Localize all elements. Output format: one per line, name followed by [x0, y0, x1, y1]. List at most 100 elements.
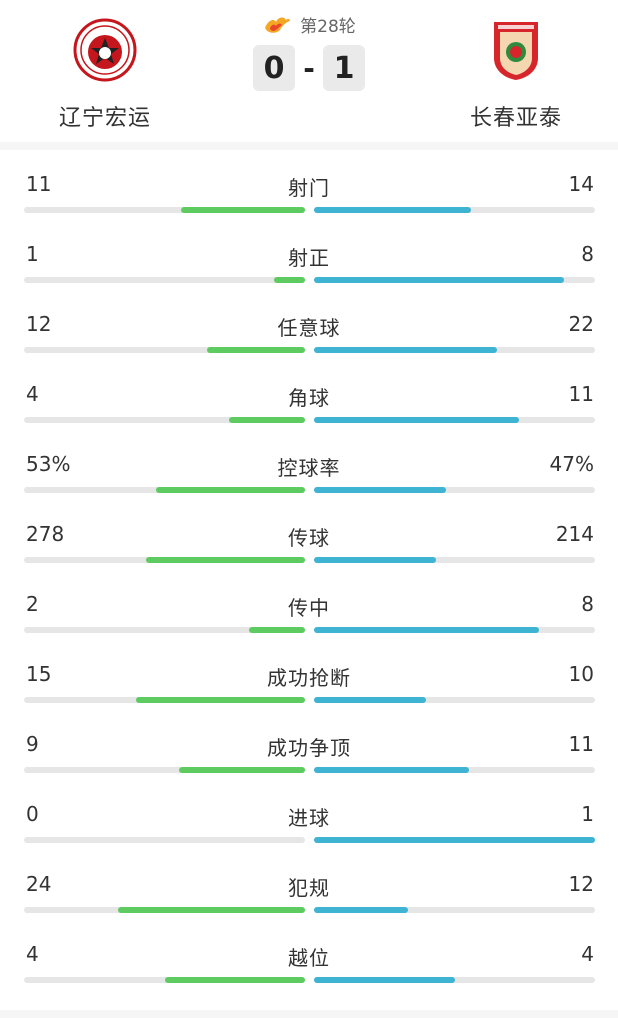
- home-stat-bar: [181, 207, 305, 213]
- home-stat-bar: [164, 977, 305, 983]
- away-stat-value: 11: [568, 382, 594, 406]
- round-label: 第28轮: [300, 17, 356, 37]
- home-stat-bar: [206, 347, 305, 353]
- stat-label: 射门: [288, 176, 330, 200]
- stat-row: 2 传中 8: [0, 570, 618, 640]
- home-stat-track: [24, 907, 305, 913]
- home-stat-track: [24, 767, 305, 773]
- away-stat-bar: [314, 347, 497, 353]
- home-stat-value: 9: [26, 732, 39, 756]
- stat-label: 越位: [288, 946, 330, 970]
- stat-row: 1 射正 8: [0, 220, 618, 290]
- home-stat-track: [24, 277, 305, 283]
- stat-label: 传球: [288, 526, 330, 550]
- away-stat-track: [314, 347, 595, 353]
- away-stat-track: [314, 907, 595, 913]
- fire-icon: [265, 17, 291, 33]
- away-stat-bar: [314, 277, 565, 283]
- stats-list: 11 射门 14 1 射正 8 12 任意球 22 4 角球 11 53% 控球率 47% 278 传球 214 2…: [0, 150, 618, 1010]
- away-score: 1: [323, 45, 365, 91]
- home-stat-track: [24, 977, 305, 983]
- away-stat-track: [314, 557, 595, 563]
- stat-label: 进球: [288, 806, 330, 830]
- home-stat-track: [24, 207, 305, 213]
- stat-label: 犯规: [288, 876, 330, 900]
- stat-row: 9 成功争顶 11: [0, 710, 618, 780]
- away-stat-track: [314, 837, 595, 843]
- home-score: 0: [253, 45, 295, 91]
- away-stat-bar: [314, 627, 539, 633]
- home-team[interactable]: 辽宁宏运: [25, 18, 185, 132]
- home-stat-bar: [136, 697, 305, 703]
- away-stat-value: 47%: [549, 452, 594, 476]
- away-stat-track: [314, 767, 595, 773]
- home-team-name: 辽宁宏运: [58, 106, 151, 131]
- away-stat-track: [314, 207, 595, 213]
- home-stat-bar: [156, 487, 305, 493]
- away-stat-track: [314, 697, 595, 703]
- away-stat-value: 214: [555, 522, 594, 546]
- away-stat-bar: [314, 487, 447, 493]
- score-separator: -: [303, 51, 315, 85]
- home-stat-value: 12: [26, 312, 52, 336]
- home-stat-bar: [178, 767, 305, 773]
- match-header: 辽宁宏运 第28轮 0 - 1 长春亚泰: [0, 0, 618, 142]
- stat-label: 控球率: [277, 456, 341, 480]
- away-stat-value: 8: [581, 242, 594, 266]
- home-stat-value: 2: [26, 592, 39, 616]
- away-stat-track: [314, 627, 595, 633]
- home-stat-bar: [146, 557, 305, 563]
- away-stat-bar: [314, 977, 455, 983]
- away-stat-value: 22: [568, 312, 594, 336]
- stat-row: 278 传球 214: [0, 500, 618, 570]
- home-stat-track: [24, 417, 305, 423]
- away-stat-bar: [314, 907, 408, 913]
- stat-row: 4 角球 11: [0, 360, 618, 430]
- stat-label: 任意球: [277, 316, 341, 340]
- home-stat-track: [24, 487, 305, 493]
- away-stat-bar: [314, 837, 595, 843]
- home-stat-value: 1: [26, 242, 39, 266]
- stat-row: 4 越位 4: [0, 920, 618, 990]
- home-stat-value: 4: [26, 942, 39, 966]
- stat-row: 11 射门 14: [0, 150, 618, 220]
- home-stat-track: [24, 347, 305, 353]
- scoreboard: 0 - 1: [209, 45, 409, 91]
- away-stat-bar: [314, 417, 520, 423]
- home-stat-bar: [229, 417, 305, 423]
- home-stat-track: [24, 557, 305, 563]
- home-stat-value: 278: [26, 522, 65, 546]
- away-stat-value: 4: [581, 942, 594, 966]
- home-stat-track: [24, 837, 305, 843]
- home-stat-value: 53%: [26, 452, 71, 476]
- home-stat-track: [24, 697, 305, 703]
- home-stat-track: [24, 627, 305, 633]
- home-team-logo: [73, 18, 137, 82]
- home-stat-value: 4: [26, 382, 39, 406]
- stat-row: 24 犯规 12: [0, 850, 618, 920]
- round-info: 第28轮: [209, 12, 409, 37]
- home-stat-value: 24: [26, 872, 52, 896]
- away-stat-value: 10: [568, 662, 594, 686]
- away-stat-bar: [314, 557, 437, 563]
- stat-row: 0 进球 1: [0, 780, 618, 850]
- home-stat-value: 0: [26, 802, 39, 826]
- home-stat-value: 11: [26, 172, 52, 196]
- stat-label: 射正: [288, 246, 330, 270]
- away-stat-track: [314, 277, 595, 283]
- away-team-name: 长春亚泰: [469, 106, 562, 131]
- away-stat-value: 8: [581, 592, 594, 616]
- away-stat-value: 11: [568, 732, 594, 756]
- away-team-logo: [484, 18, 548, 82]
- away-stat-bar: [314, 767, 469, 773]
- home-stat-bar: [117, 907, 305, 913]
- away-stat-track: [314, 487, 595, 493]
- away-team[interactable]: 长春亚泰: [436, 18, 596, 132]
- stat-label: 传中: [288, 596, 330, 620]
- stat-row: 15 成功抢断 10: [0, 640, 618, 710]
- stat-label: 角球: [288, 386, 330, 410]
- stat-row: 53% 控球率 47%: [0, 430, 618, 500]
- match-center: 第28轮 0 - 1: [209, 12, 409, 91]
- stat-label: 成功争顶: [267, 736, 351, 760]
- away-stat-value: 14: [568, 172, 594, 196]
